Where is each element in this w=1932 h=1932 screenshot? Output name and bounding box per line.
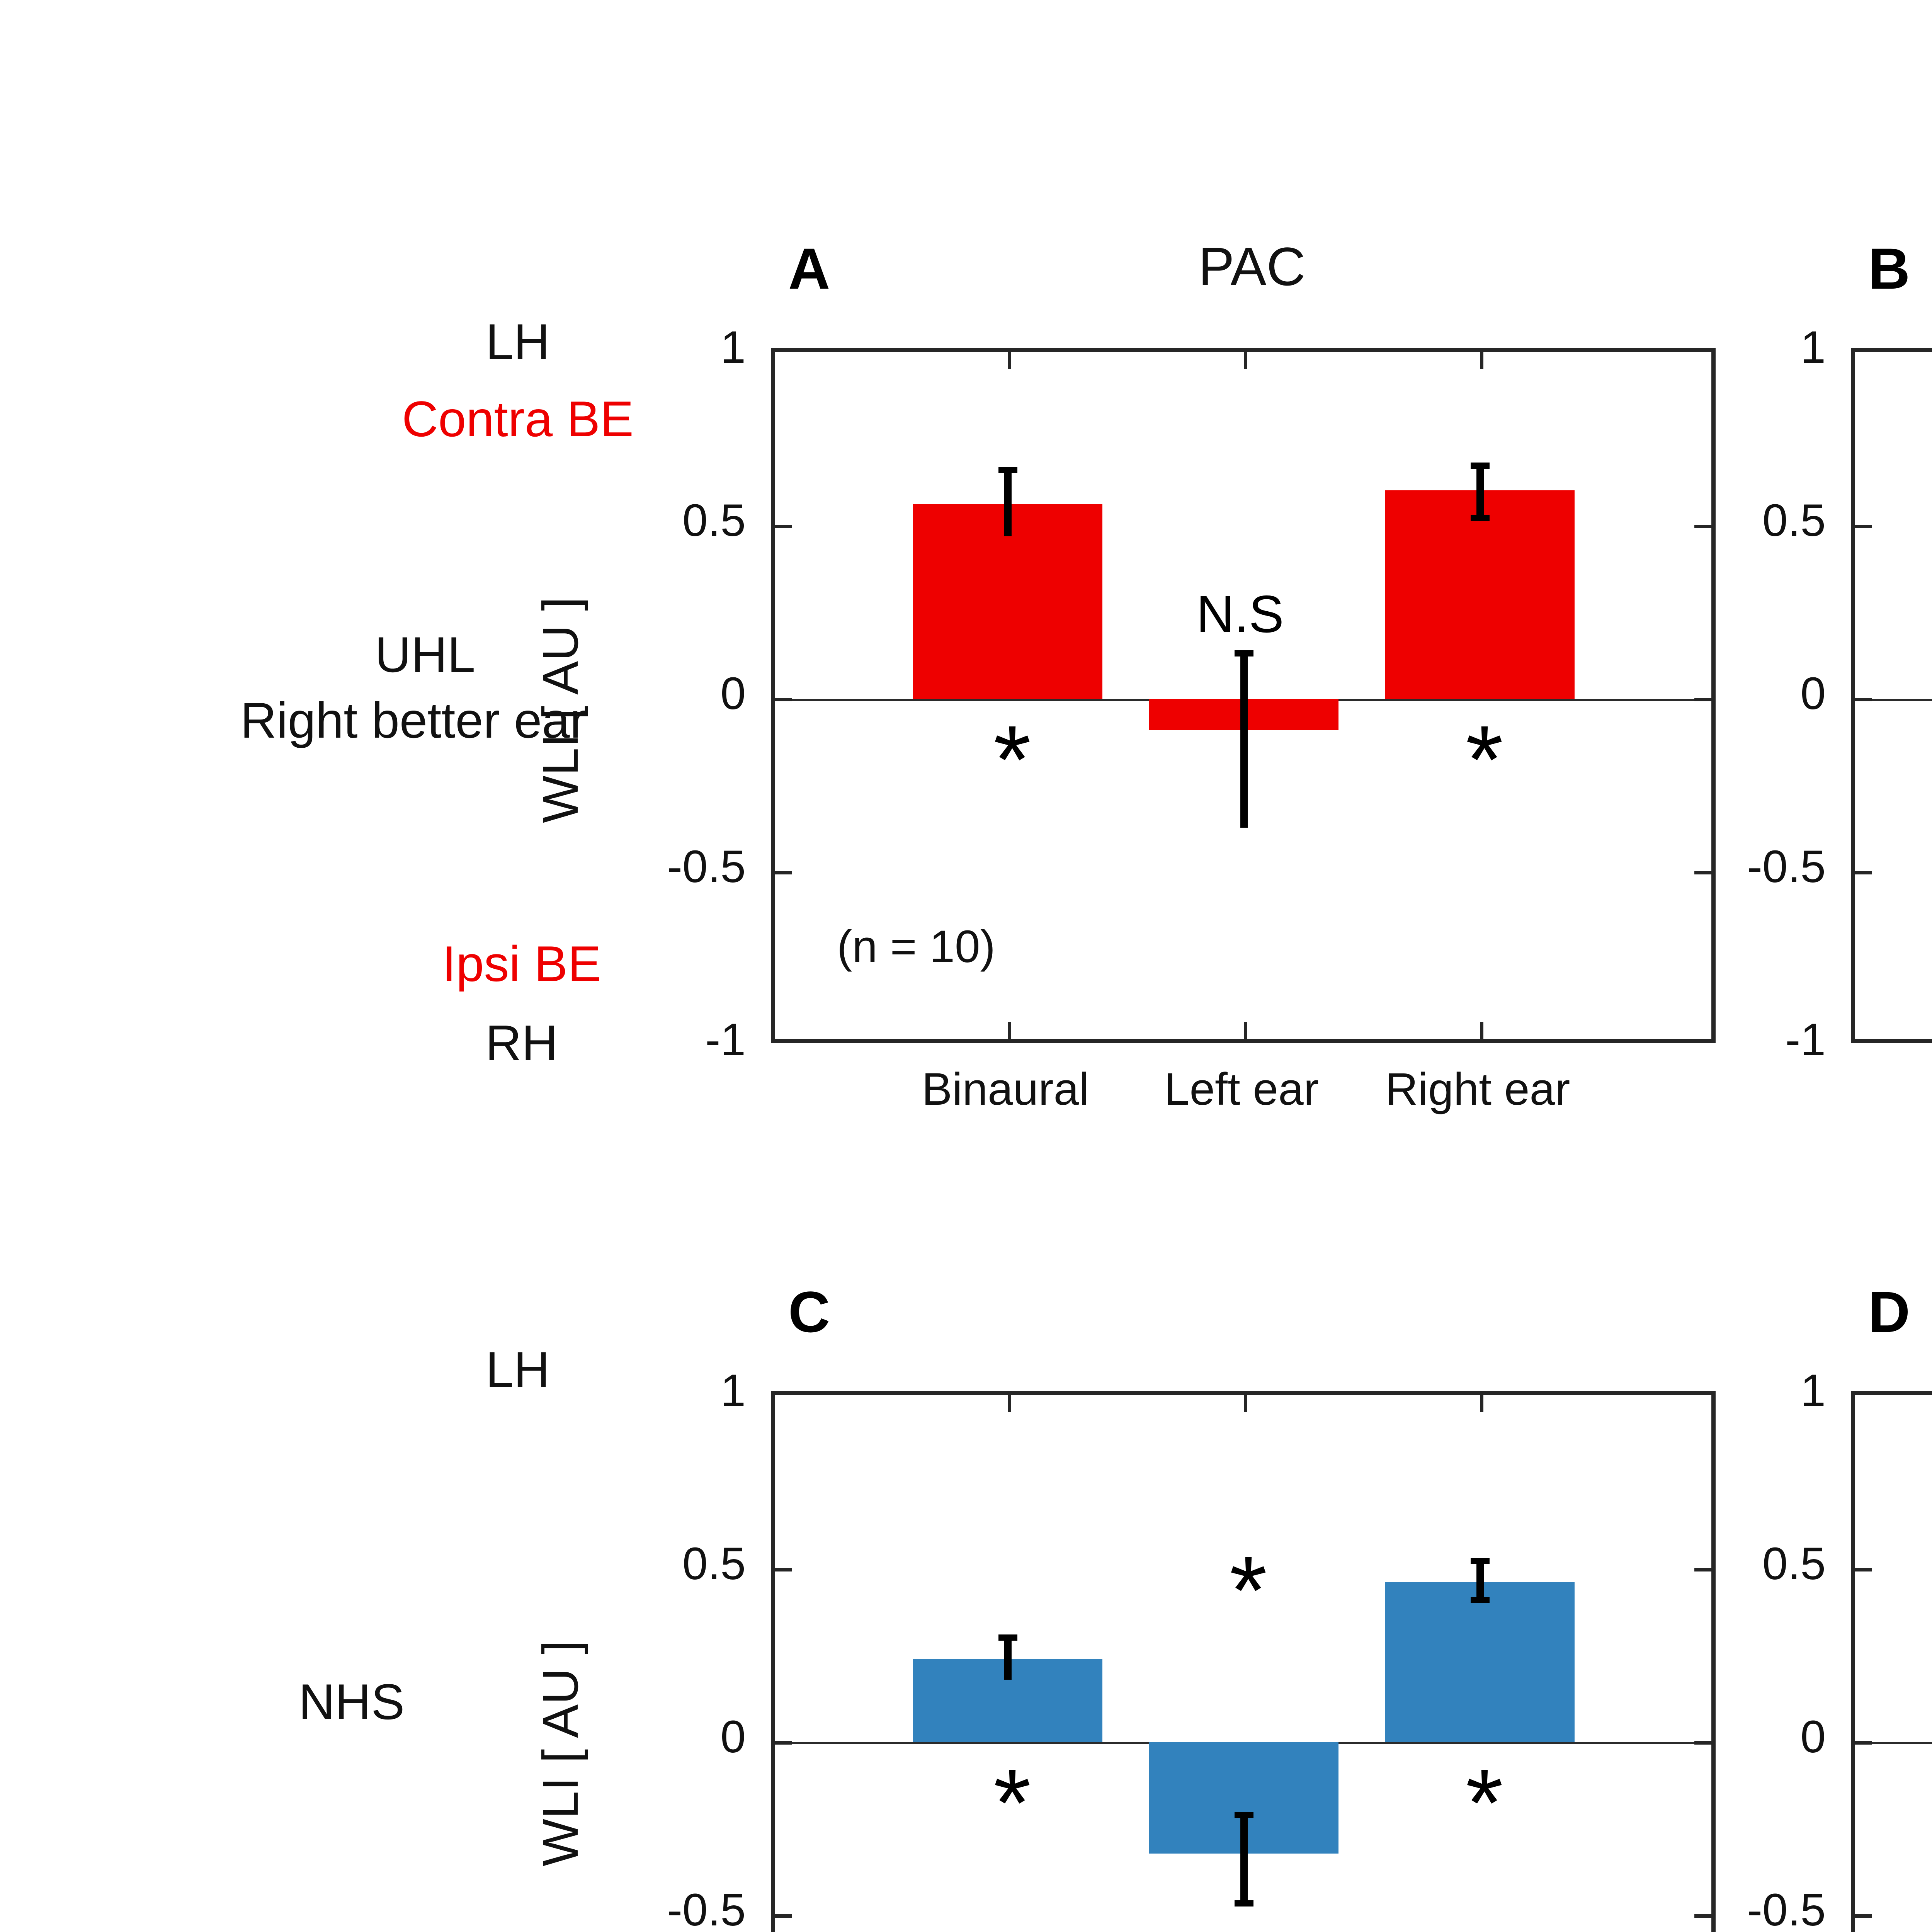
ytick-c--0.5 xyxy=(775,1914,792,1918)
panel-b-letter: B xyxy=(1868,236,1910,301)
panel-a-letter: A xyxy=(788,236,830,301)
side-label-rh-top: RH xyxy=(485,1015,558,1071)
xtick-a-binaural-b xyxy=(1008,1022,1011,1039)
ylabel-a-1: 1 xyxy=(720,322,746,373)
xlabel-a-left-ear: Left ear xyxy=(1164,1064,1319,1115)
ylabel-c--0.5: -0.5 xyxy=(667,1884,746,1932)
ylabel-b--1: -1 xyxy=(1785,1014,1826,1065)
ylabel-b--0.5: -0.5 xyxy=(1747,841,1826,892)
ytick-d-0 xyxy=(1855,1741,1872,1745)
ylabel-b-0.5: 0.5 xyxy=(1762,495,1826,546)
panel-a-n-count: (n = 10) xyxy=(837,921,995,972)
errorbar-c-right-ear xyxy=(1476,1558,1484,1603)
ytick-c-0-r xyxy=(1694,1741,1711,1745)
xlabel-a-binaural: Binaural xyxy=(922,1064,1089,1115)
ytick-d--0.5 xyxy=(1855,1914,1872,1918)
panel-c-axes: * * * (n = 14) xyxy=(771,1391,1716,1932)
ylabel-a--0.5: -0.5 xyxy=(667,841,746,892)
xtick-c-binaural xyxy=(1008,1395,1011,1412)
bar-a-binaural xyxy=(913,504,1102,699)
xtick-a-binaural xyxy=(1008,352,1011,369)
xlabel-a-right-ear: Right ear xyxy=(1385,1064,1570,1115)
ytick-b-0 xyxy=(1855,698,1872,701)
panel-a-axes: * N.S * (n = 10) xyxy=(771,348,1716,1043)
ylabel-c-0: 0 xyxy=(720,1711,746,1762)
ylabel-a--1: -1 xyxy=(705,1014,746,1065)
bar-a-right-ear xyxy=(1385,490,1575,699)
panel-b-zero-line xyxy=(1855,699,1932,701)
panel-a-title: PAC xyxy=(1198,236,1306,297)
ylabel-c-0.5: 0.5 xyxy=(682,1538,746,1589)
ytick-c-0.5 xyxy=(775,1568,792,1571)
side-label-lh-top: LH xyxy=(485,313,550,370)
ytick-a--0.5 xyxy=(775,871,792,874)
ytick-c-0.5-r xyxy=(1694,1568,1711,1571)
panel-d-letter: D xyxy=(1868,1279,1910,1344)
ytick-a--0.5-r xyxy=(1694,871,1711,874)
bar-c-right-ear xyxy=(1385,1582,1575,1742)
side-label-ipsi-be: Ipsi BE xyxy=(442,935,601,992)
ytick-d-0.5 xyxy=(1855,1568,1872,1571)
side-label-uhl-right-better-ear: Right better ear xyxy=(240,692,587,748)
side-label-contra-be: Contra BE xyxy=(402,391,634,447)
xtick-a-rightear xyxy=(1480,352,1483,369)
side-label-uhl: UHL xyxy=(374,626,476,683)
errorcap-c-right-ear-top xyxy=(1471,1558,1490,1564)
errorbar-a-binaural xyxy=(1004,467,1012,536)
panel-c-letter: C xyxy=(788,1279,830,1344)
side-label-lh-bottom: LH xyxy=(485,1341,550,1398)
ytick-c-0 xyxy=(775,1741,792,1745)
errorcap-c-left-ear-bot xyxy=(1235,1900,1253,1906)
errorbar-a-right-ear xyxy=(1476,463,1484,518)
ylabel-c-1: 1 xyxy=(720,1365,746,1416)
ylabel-b-0: 0 xyxy=(1800,668,1826,719)
ylabel-a-0.5: 0.5 xyxy=(682,495,746,546)
ytick-a-0.5-r xyxy=(1694,525,1711,528)
errorcap-c-left-ear-top xyxy=(1235,1812,1253,1818)
side-label-nhs: NHS xyxy=(298,1673,405,1730)
errorcap-a-right-ear-bot xyxy=(1471,515,1490,521)
ylabel-d-0: 0 xyxy=(1800,1711,1826,1762)
ytick-a-0.5 xyxy=(775,525,792,528)
errorbar-c-binaural xyxy=(1004,1634,1012,1680)
ytick-c--0.5-r xyxy=(1694,1914,1711,1918)
ytick-a-0 xyxy=(775,698,792,701)
xtick-a-leftear xyxy=(1244,352,1247,369)
errorcap-a-binaural-top xyxy=(998,467,1017,473)
errorcap-a-right-ear-top xyxy=(1471,463,1490,469)
xtick-c-leftear xyxy=(1244,1395,1247,1412)
ylabel-d-1: 1 xyxy=(1800,1365,1826,1416)
sig-a-left-ear: N.S xyxy=(1196,585,1284,643)
ylabel-d-0.5: 0.5 xyxy=(1762,1538,1826,1589)
ylabel-a-0: 0 xyxy=(720,668,746,719)
panel-d-zero-line xyxy=(1855,1742,1932,1744)
xtick-a-leftear-b xyxy=(1244,1022,1247,1039)
ylabel-b-1: 1 xyxy=(1800,322,1826,373)
ytick-b-0.5 xyxy=(1855,525,1872,528)
panel-b-axes: * N.S * xyxy=(1851,348,1932,1043)
ytick-a-0-r xyxy=(1694,698,1711,701)
ylabel-d--0.5: -0.5 xyxy=(1747,1884,1826,1932)
panel-d-axes: N.S * * xyxy=(1851,1391,1932,1932)
errorbar-a-left-ear xyxy=(1240,650,1248,828)
errorcap-c-right-ear-bot xyxy=(1471,1597,1490,1603)
ytick-b--0.5 xyxy=(1855,871,1872,874)
errorcap-a-left-ear-top xyxy=(1235,650,1253,656)
errorcap-c-binaural-top xyxy=(998,1634,1017,1641)
xtick-a-rightear-b xyxy=(1480,1022,1483,1039)
xtick-c-rightear xyxy=(1480,1395,1483,1412)
errorbar-c-left-ear xyxy=(1240,1812,1248,1906)
